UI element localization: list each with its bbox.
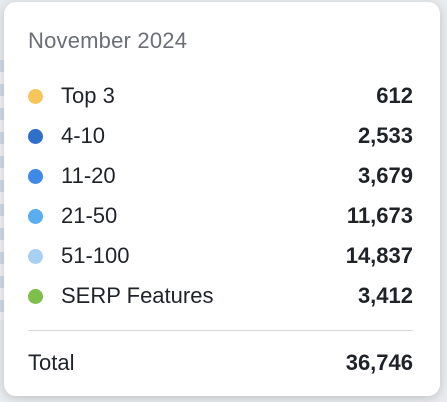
- row-label: 51-100: [61, 243, 130, 268]
- tooltip-row-11-20: 11-20 3,679: [28, 156, 413, 196]
- total-value: 36,746: [345, 350, 413, 375]
- tooltip-row-21-50: 21-50 11,673: [28, 196, 413, 236]
- row-value: 3,412: [357, 283, 413, 308]
- chart-tooltip: November 2024 Top 3 612 4-10 2,533 11-20…: [4, 2, 440, 396]
- row-label: Top 3: [61, 83, 115, 108]
- tooltip-row-51-100: 51-100 14,837: [28, 236, 413, 276]
- tooltip-rows: Top 3 612 4-10 2,533 11-20 3,679 21-50 1…: [28, 76, 413, 316]
- row-value: 3,679: [357, 163, 413, 188]
- row-label: 4-10: [61, 123, 106, 148]
- total-label: Total: [28, 350, 75, 375]
- legend-dot-icon: [28, 88, 43, 104]
- row-value: 612: [376, 83, 413, 108]
- legend-dot-icon: [28, 248, 43, 264]
- row-label: 11-20: [61, 163, 116, 188]
- legend-dot-icon: [28, 128, 43, 144]
- row-label: 21-50: [61, 203, 118, 228]
- chart-edge-backdrop: [0, 60, 6, 320]
- tooltip-row-4-10: 4-10 2,533: [28, 116, 413, 156]
- tooltip-title: November 2024: [28, 28, 188, 53]
- tooltip-total-row: Total 36,746: [28, 331, 413, 395]
- tooltip-row-serp-features: SERP Features 3,412: [28, 276, 413, 316]
- tooltip-divider: [28, 330, 413, 331]
- legend-dot-icon: [28, 168, 43, 184]
- tooltip-row-top3: Top 3 612: [28, 76, 413, 116]
- legend-dot-icon: [28, 208, 43, 224]
- row-value: 2,533: [357, 123, 413, 148]
- row-value: 14,837: [345, 243, 413, 268]
- legend-dot-icon: [28, 288, 43, 304]
- row-value: 11,673: [346, 203, 413, 228]
- row-label: SERP Features: [61, 283, 214, 308]
